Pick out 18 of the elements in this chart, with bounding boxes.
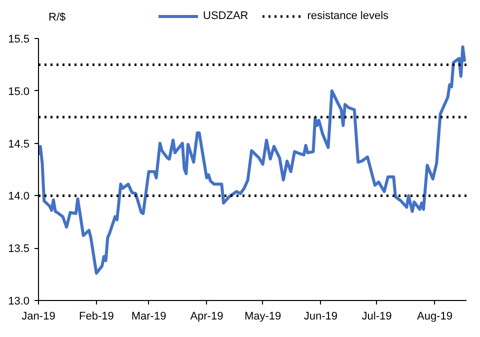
- line-series: [38, 45, 466, 275]
- x-tick-label: Jul-19: [362, 310, 392, 322]
- x-tick-label: Jun-19: [304, 310, 338, 322]
- y-tick-label: 14.5: [8, 138, 30, 150]
- y-axis-title: R/$: [48, 12, 66, 24]
- x-tick-label: Mar-19: [131, 310, 166, 322]
- x-tick-label: May-19: [244, 310, 282, 322]
- legend-label: USDZAR: [203, 10, 248, 22]
- x-tick-label: Apr-19: [190, 310, 224, 322]
- legend-label: resistance levels: [307, 10, 389, 22]
- y-tick-label: 13.0: [8, 296, 30, 308]
- x-tick-label: Aug-19: [416, 310, 452, 322]
- x-tick-label: Feb-19: [79, 310, 114, 322]
- x-tick-label: Jan-19: [22, 310, 56, 322]
- y-tick-label: 13.5: [8, 243, 30, 256]
- y-tick-label: 15.5: [8, 34, 30, 46]
- y-tick-label: 15.0: [8, 86, 30, 98]
- y-tick-label: 14.0: [8, 190, 30, 203]
